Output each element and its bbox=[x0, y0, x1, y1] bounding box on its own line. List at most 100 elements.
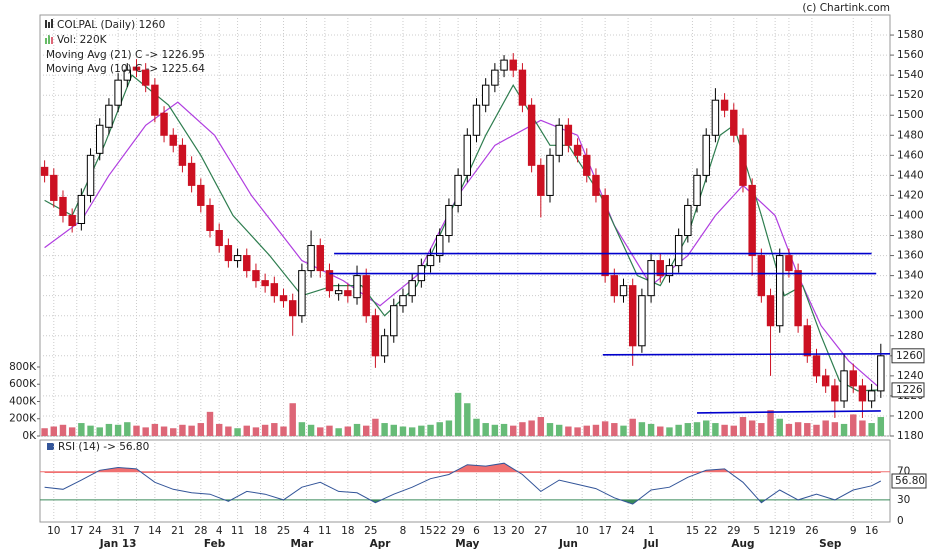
volume-bar bbox=[436, 422, 443, 436]
volume-bar bbox=[592, 424, 600, 436]
rsi-line bbox=[44, 462, 882, 505]
volume-bar bbox=[188, 425, 195, 436]
volume-bar bbox=[601, 421, 609, 436]
volume-bar bbox=[703, 420, 710, 436]
x-tick-label: 9 bbox=[850, 525, 857, 537]
volume-bar bbox=[197, 423, 205, 436]
price-marker-label: 1226 bbox=[896, 384, 923, 396]
volume-bar bbox=[114, 424, 122, 436]
volume-bar bbox=[776, 418, 783, 436]
candle-body bbox=[601, 194, 609, 277]
x-tick-label: 21 bbox=[171, 525, 184, 537]
volume-bar bbox=[335, 428, 342, 436]
candle-body bbox=[178, 144, 187, 166]
volume-bar bbox=[206, 411, 214, 436]
candle-body bbox=[812, 355, 821, 377]
volume-bar bbox=[712, 423, 719, 436]
volume-bar bbox=[794, 422, 802, 436]
volume-bar bbox=[730, 425, 737, 436]
volume-bar bbox=[307, 424, 315, 436]
volume-bar bbox=[252, 427, 260, 436]
month-label: Feb bbox=[204, 538, 226, 550]
candle-body bbox=[169, 134, 177, 146]
candle-body bbox=[877, 355, 885, 392]
volume-bar bbox=[87, 425, 94, 436]
y-tick-label: 1460 bbox=[897, 149, 924, 161]
candle-body bbox=[794, 270, 802, 327]
candle-body bbox=[546, 154, 554, 196]
candle-body bbox=[252, 270, 260, 282]
candle-body bbox=[86, 154, 95, 196]
y-tick-label: 1380 bbox=[897, 230, 924, 242]
volume-bar bbox=[170, 428, 177, 436]
candle-body bbox=[491, 69, 499, 86]
volume-bar bbox=[583, 425, 590, 436]
volume-bar bbox=[868, 423, 875, 436]
candle-body bbox=[325, 270, 334, 292]
x-tick-label: 13 bbox=[493, 525, 506, 537]
y-tick-label: 1200 bbox=[897, 410, 924, 422]
candle-body bbox=[279, 295, 288, 302]
candle-body bbox=[656, 260, 664, 277]
candle-body bbox=[68, 214, 76, 227]
candle-body bbox=[647, 260, 655, 297]
volume-bar bbox=[831, 422, 839, 436]
volume-bar bbox=[215, 423, 223, 436]
volume-bar bbox=[133, 425, 140, 436]
vol-tick-label: 800K bbox=[9, 361, 37, 373]
volume-bar bbox=[877, 417, 885, 436]
x-tick-label: 16 bbox=[865, 525, 879, 537]
candle-body bbox=[509, 59, 517, 71]
x-tick-label: 5 bbox=[753, 525, 760, 537]
y-tick-label: 1400 bbox=[897, 209, 924, 221]
volume-bar bbox=[41, 428, 48, 436]
volume-icon bbox=[45, 35, 53, 44]
candle-body bbox=[187, 162, 196, 186]
x-tick-label: 10 bbox=[47, 525, 60, 537]
volume-bar bbox=[510, 425, 517, 436]
candle-body bbox=[288, 300, 297, 317]
month-label: Mar bbox=[291, 538, 315, 550]
x-tick-label: 25 bbox=[277, 525, 290, 537]
month-label: Sep bbox=[819, 538, 842, 550]
candle-body bbox=[445, 204, 453, 237]
volume-bar bbox=[647, 423, 655, 436]
volume-bar bbox=[298, 422, 306, 436]
volume-bar bbox=[151, 423, 159, 436]
month-label: Aug bbox=[731, 538, 754, 550]
volume-bar bbox=[445, 420, 453, 436]
copyright: (c) Chartink.com bbox=[802, 2, 890, 14]
month-label: Jun bbox=[558, 538, 578, 550]
volume-bar bbox=[96, 427, 103, 436]
candle-body bbox=[151, 84, 159, 116]
candle-body bbox=[757, 255, 766, 297]
volume-bar bbox=[822, 420, 829, 436]
legend-entry: Moving Avg (10) C -> 1225.64 bbox=[46, 63, 205, 75]
candle-body bbox=[665, 265, 674, 277]
volume-bar bbox=[739, 417, 747, 436]
volume-bar bbox=[850, 414, 857, 436]
x-tick-label: 29 bbox=[727, 525, 740, 537]
x-tick-label: 14 bbox=[148, 525, 162, 537]
volume-bar bbox=[528, 420, 535, 436]
candle-body bbox=[849, 370, 857, 387]
candle-body bbox=[298, 270, 306, 317]
candle-body bbox=[77, 194, 86, 224]
x-tick-label: 4 bbox=[216, 525, 223, 537]
candle-body bbox=[96, 124, 104, 154]
volume-bar bbox=[574, 427, 581, 436]
x-tick-label: 20 bbox=[511, 525, 524, 537]
candle-body bbox=[206, 204, 214, 232]
candle-body bbox=[564, 124, 573, 146]
volume-bar bbox=[326, 425, 333, 436]
ticker-icon bbox=[45, 19, 53, 28]
volume-bar bbox=[840, 423, 848, 436]
volume-bar bbox=[243, 425, 250, 436]
volume-bar bbox=[160, 426, 168, 436]
rsi-tick-label: 30 bbox=[897, 494, 910, 506]
volume-bar bbox=[225, 426, 232, 436]
candle-body bbox=[702, 134, 710, 176]
candle-body bbox=[628, 285, 637, 347]
candle-body bbox=[463, 134, 472, 176]
legend-entry: Moving Avg (21) C -> 1226.95 bbox=[46, 49, 205, 61]
